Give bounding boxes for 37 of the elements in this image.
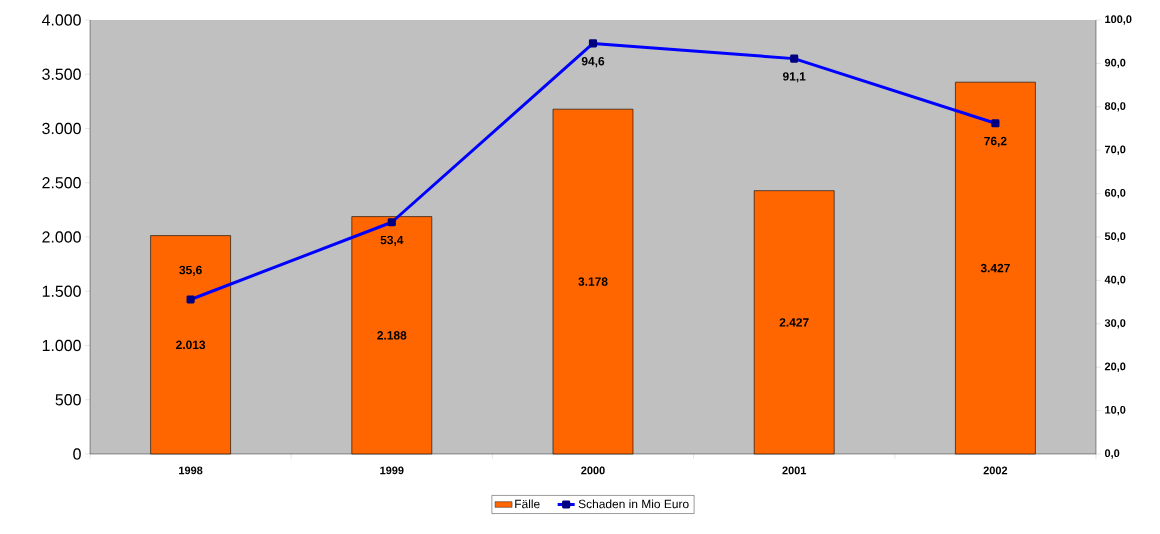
- y2-tick-label: 30,0: [1104, 319, 1126, 329]
- data-label: 2.188: [377, 331, 407, 340]
- y2-tick-label: 50,0: [1104, 232, 1126, 242]
- y-tick-label: 3.500: [42, 68, 81, 80]
- data-label: 2.013: [176, 340, 206, 350]
- data-label: 3.427: [980, 263, 1010, 273]
- data-label: 76,2: [984, 136, 1007, 147]
- y-tick-label: 4.000: [41, 14, 81, 26]
- y2-tick-label: 20,0: [1104, 362, 1126, 372]
- data-label: 94,6: [581, 56, 605, 68]
- y2-tick-label: 60,0: [1104, 188, 1126, 199]
- x-tick-label: 2000: [581, 466, 605, 475]
- y2-tick-label: 40,0: [1104, 275, 1126, 286]
- y2-tick-label: 0,0: [1104, 449, 1120, 459]
- y-tick-label: 0: [73, 448, 81, 460]
- x-tick-label: 2002: [983, 466, 1008, 475]
- y2-tick-label: 90,0: [1104, 58, 1126, 69]
- legend-label: Schaden in Mio Euro: [578, 499, 689, 509]
- y-tick-label: 2.500: [42, 177, 81, 189]
- y2-tick-label: 70,0: [1104, 145, 1126, 155]
- y-tick-label: 500: [55, 394, 81, 406]
- y2-tick-label: 80,0: [1104, 102, 1126, 112]
- legend-label: Fälle: [515, 499, 540, 509]
- data-label: 53,4: [380, 235, 404, 246]
- data-label: 3.178: [578, 277, 608, 286]
- x-tick-label: 2001: [782, 466, 807, 475]
- y-tick-label: 1.500: [42, 285, 81, 297]
- data-label: 91,1: [782, 72, 806, 83]
- y2-tick-label: 100,0: [1105, 15, 1132, 25]
- data-label: 35,6: [179, 265, 202, 276]
- x-tick-label: 1999: [380, 466, 404, 475]
- y2-tick-label: 10,0: [1105, 405, 1126, 416]
- y-tick-label: 3.000: [42, 122, 81, 135]
- y-tick-label: 1.000: [42, 339, 81, 352]
- data-label: 2.427: [779, 318, 809, 327]
- y-tick-label: 2.000: [42, 231, 81, 243]
- x-tick-label: 1998: [179, 466, 203, 475]
